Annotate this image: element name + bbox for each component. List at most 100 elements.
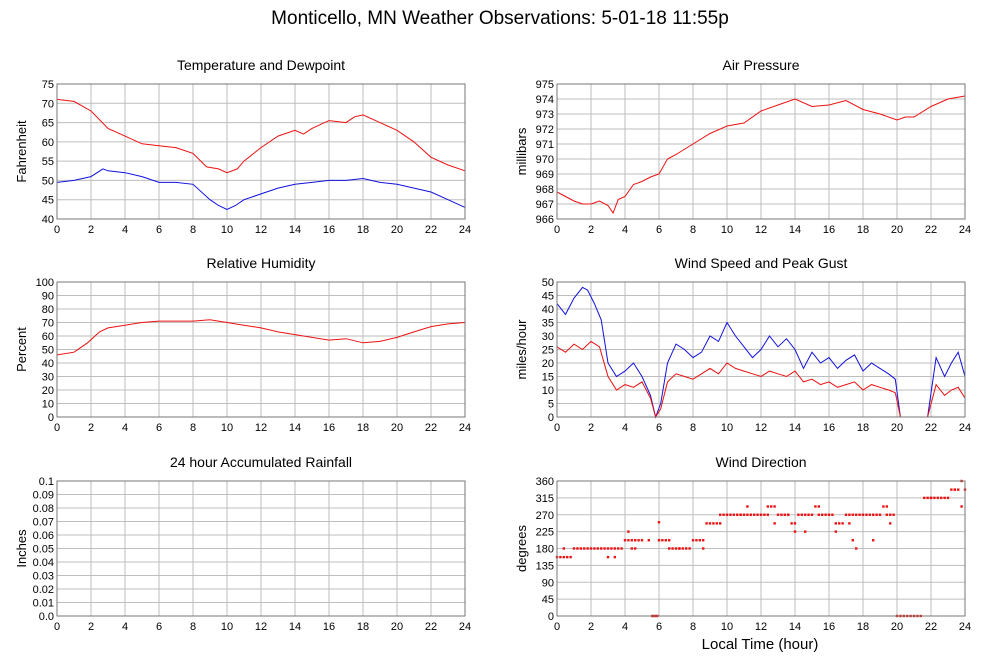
- rain-y-tick-label: 0.06: [33, 530, 54, 542]
- direction-point: [933, 496, 936, 500]
- direction-point: [732, 513, 735, 516]
- rain-x-tick-label: 2: [88, 621, 94, 633]
- temp-x-tick-label: 6: [156, 224, 162, 236]
- direction-point: [844, 513, 848, 516]
- direction-point: [793, 530, 797, 533]
- pressure-y-tick-label: 966: [536, 214, 554, 226]
- humidity-title: Relative Humidity: [207, 255, 316, 271]
- direction-point: [960, 505, 963, 508]
- direction-point: [834, 522, 837, 525]
- direction-point: [861, 513, 865, 516]
- pressure-ylabel: millibars: [514, 127, 529, 175]
- rain-x-tick-label: 4: [122, 621, 128, 633]
- direction-point: [722, 513, 725, 516]
- direction-point: [810, 513, 814, 516]
- wind-x-tick-label: 16: [823, 422, 835, 434]
- direction-point: [668, 539, 671, 542]
- humidity-x-tick-label: 8: [190, 422, 196, 434]
- wind-x-tick-label: 6: [656, 422, 662, 434]
- direction-point: [878, 513, 882, 516]
- direction-point: [634, 547, 637, 550]
- temp-y-tick-label: 70: [42, 98, 54, 110]
- direction-point: [627, 539, 630, 542]
- humidity-x-tick-label: 22: [425, 422, 437, 434]
- wind-y-tick-label: 10: [542, 385, 554, 397]
- direction-point: [719, 513, 722, 516]
- direction-point: [838, 522, 841, 525]
- direction-point: [804, 530, 807, 533]
- wind-y-tick-label: 5: [548, 399, 554, 411]
- direction-title: Wind Direction: [715, 454, 806, 470]
- humidity-y-tick-label: 40: [42, 358, 54, 370]
- direction-point: [855, 547, 858, 550]
- rain-y-tick-label: 0.05: [33, 544, 54, 556]
- direction-x-tick-label: 4: [622, 621, 628, 633]
- wind-x-tick-label: 12: [755, 422, 767, 434]
- pressure-x-tick-label: 8: [690, 224, 696, 236]
- temp-frame: [56, 83, 466, 220]
- direction-point: [756, 513, 759, 516]
- direction-point: [688, 547, 691, 550]
- humidity-y-tick-label: 70: [42, 318, 54, 330]
- wind-x-tick-label: 2: [588, 422, 594, 434]
- temp-y-tick-label: 55: [42, 156, 54, 168]
- direction-point: [868, 513, 871, 516]
- direction-point: [708, 522, 712, 525]
- rain-y-tick-label: 0.08: [33, 503, 54, 515]
- direction-point: [800, 513, 803, 516]
- direction-point: [885, 513, 888, 516]
- humidity-ylabel: Percent: [14, 327, 29, 372]
- direction-point: [647, 539, 650, 542]
- humidity-x-tick-label: 16: [323, 422, 335, 434]
- wind-y-tick-label: 0: [548, 412, 554, 424]
- direction-point: [943, 496, 946, 500]
- direction-point: [705, 522, 708, 525]
- direction-point: [790, 522, 793, 525]
- direction-point: [630, 547, 633, 550]
- direction-x-tick-label: 22: [925, 621, 937, 633]
- direction-point: [882, 505, 885, 508]
- humidity-y-tick-label: 60: [42, 331, 54, 343]
- temp-x-tick-label: 8: [190, 224, 196, 236]
- direction-point: [950, 488, 953, 491]
- direction-point: [872, 539, 875, 542]
- direction-point: [824, 513, 827, 516]
- direction-point: [589, 547, 593, 550]
- pressure-y-tick-label: 967: [536, 199, 554, 211]
- humidity-x-tick-label: 2: [88, 422, 94, 434]
- direction-point: [712, 522, 715, 525]
- direction-point: [702, 539, 705, 542]
- temp-y-tick-label: 75: [42, 79, 54, 91]
- rain-x-tick-label: 0: [54, 621, 60, 633]
- direction-x-tick-label: 8: [690, 621, 696, 633]
- temp-y-tick-label: 60: [42, 137, 54, 149]
- direction-point: [889, 513, 892, 516]
- direction-point: [637, 539, 640, 542]
- temp-x-tick-label: 14: [289, 224, 301, 236]
- direction-point: [613, 555, 616, 559]
- direction-point: [586, 547, 589, 550]
- direction-point: [834, 530, 837, 533]
- direction-point: [610, 547, 613, 550]
- rain-x-tick-label: 18: [357, 621, 369, 633]
- wind-x-tick-label: 8: [690, 422, 696, 434]
- direction-point: [793, 522, 797, 525]
- temp-series-red: [56, 98, 466, 174]
- direction-point: [872, 513, 875, 516]
- pressure-x-tick-label: 22: [925, 224, 937, 236]
- direction-point: [719, 522, 722, 525]
- pressure-x-tick-label: 6: [656, 224, 662, 236]
- temp-x-tick-label: 24: [459, 224, 471, 236]
- direction-point: [657, 521, 661, 524]
- temp-y-tick-label: 65: [42, 118, 54, 130]
- pressure-x-tick-label: 12: [755, 224, 767, 236]
- rain-x-tick-label: 8: [190, 621, 196, 633]
- direction-point: [664, 539, 667, 542]
- direction-x-tick-label: 16: [823, 621, 835, 633]
- direction-point: [671, 547, 674, 550]
- pressure-x-tick-label: 14: [789, 224, 801, 236]
- rain-y-tick-label: 0.0: [39, 611, 54, 623]
- pressure-y-tick-label: 973: [536, 109, 554, 121]
- direction-point: [831, 513, 834, 516]
- wind-x-tick-label: 24: [959, 422, 971, 434]
